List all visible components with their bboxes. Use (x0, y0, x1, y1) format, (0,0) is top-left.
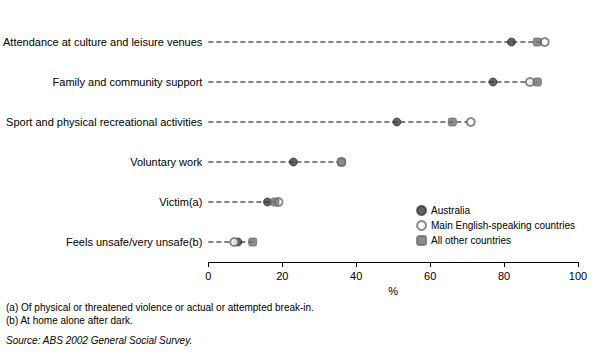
svg-text:Family and community support: Family and community support (53, 76, 203, 88)
svg-text:60: 60 (424, 270, 436, 282)
svg-text:80: 80 (498, 270, 510, 282)
svg-text:All other countries: All other countries (431, 235, 511, 246)
svg-text:(a) Of physical or threatened: (a) Of physical or threatened violence o… (6, 302, 314, 313)
svg-text:(b) At home alone after dark.: (b) At home alone after dark. (6, 315, 133, 326)
svg-text:0: 0 (205, 270, 211, 282)
svg-text:100: 100 (569, 270, 587, 282)
svg-text:Feels unsafe/very unsafe(b): Feels unsafe/very unsafe(b) (66, 236, 202, 248)
svg-text:%: % (388, 285, 398, 297)
svg-text:40: 40 (350, 270, 362, 282)
svg-text:Voluntary work: Voluntary work (130, 156, 203, 168)
svg-text:Source: ABS 2002 General Socia: Source: ABS 2002 General Social Survey. (6, 335, 192, 346)
svg-text:20: 20 (276, 270, 288, 282)
svg-text:Attendance at culture and leis: Attendance at culture and leisure venues (3, 36, 203, 48)
svg-text:Main English-speaking countrie: Main English-speaking countries (431, 220, 575, 231)
svg-text:Australia: Australia (431, 205, 470, 216)
svg-text:Victim(a): Victim(a) (159, 196, 202, 208)
svg-text:Sport and physical recreationa: Sport and physical recreational activiti… (6, 116, 203, 128)
